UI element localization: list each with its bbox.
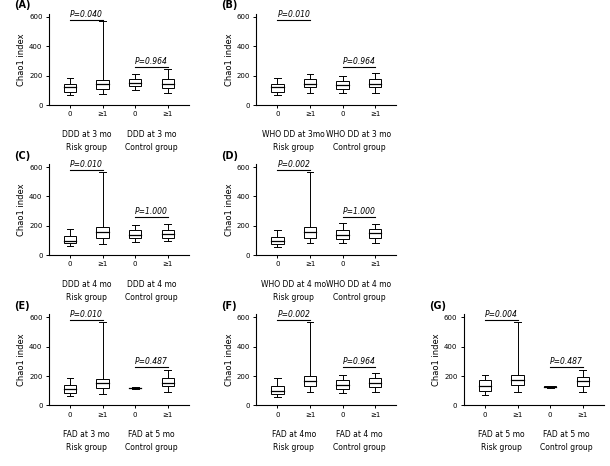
Text: (E): (E): [14, 301, 29, 311]
Text: FAD at 3 mo: FAD at 3 mo: [63, 431, 110, 439]
Text: WHO DD at 4 mo: WHO DD at 4 mo: [261, 280, 326, 289]
Bar: [96, 227, 109, 238]
Text: FAD at 4mo: FAD at 4mo: [271, 431, 316, 439]
Text: Control group: Control group: [332, 143, 386, 151]
Bar: [162, 230, 174, 238]
Text: P=0.964: P=0.964: [342, 57, 375, 66]
Y-axis label: Chao1 index: Chao1 index: [224, 184, 234, 236]
Text: P=1.000: P=1.000: [135, 207, 168, 216]
Text: Control group: Control group: [332, 293, 386, 302]
Text: (C): (C): [14, 151, 30, 161]
Bar: [369, 229, 381, 238]
Bar: [576, 377, 589, 386]
Text: (B): (B): [221, 0, 237, 10]
Y-axis label: Chao1 index: Chao1 index: [224, 33, 234, 86]
Text: P=0.002: P=0.002: [278, 310, 310, 319]
Text: P=0.487: P=0.487: [135, 357, 168, 366]
Text: FAD at 4 mo: FAD at 4 mo: [336, 431, 382, 439]
Text: Risk group: Risk group: [66, 143, 107, 151]
Bar: [271, 237, 284, 244]
Text: DDD at 4 mo: DDD at 4 mo: [62, 280, 111, 289]
Bar: [129, 230, 142, 238]
Text: Risk group: Risk group: [273, 443, 314, 452]
Text: (A): (A): [14, 0, 30, 10]
Y-axis label: Chao1 index: Chao1 index: [17, 33, 26, 86]
Text: WHO DD at 4 mo: WHO DD at 4 mo: [326, 280, 392, 289]
Text: DDD at 3 mo: DDD at 3 mo: [62, 130, 111, 139]
Text: Control group: Control group: [125, 443, 178, 452]
Bar: [64, 236, 76, 243]
Bar: [369, 79, 381, 88]
Text: FAD at 5 mo: FAD at 5 mo: [478, 431, 525, 439]
Text: DDD at 3 mo: DDD at 3 mo: [127, 130, 176, 139]
Text: P=1.000: P=1.000: [342, 207, 375, 216]
Bar: [96, 80, 109, 89]
Text: P=0.010: P=0.010: [278, 10, 310, 19]
Text: (F): (F): [221, 301, 237, 311]
Text: WHO DD at 3 mo: WHO DD at 3 mo: [326, 130, 392, 139]
Text: WHO DD at 3mo: WHO DD at 3mo: [262, 130, 325, 139]
Text: FAD at 5 mo: FAD at 5 mo: [128, 431, 175, 439]
Bar: [304, 376, 316, 386]
Y-axis label: Chao1 index: Chao1 index: [432, 334, 441, 386]
Text: (G): (G): [429, 301, 446, 311]
Bar: [479, 380, 491, 391]
Text: P=0.487: P=0.487: [550, 357, 583, 366]
Text: P=0.964: P=0.964: [135, 57, 168, 66]
Text: (D): (D): [221, 151, 239, 161]
Text: P=0.004: P=0.004: [485, 310, 518, 319]
Text: Risk group: Risk group: [481, 443, 522, 452]
Text: Risk group: Risk group: [273, 143, 314, 151]
Bar: [304, 79, 316, 88]
Bar: [271, 84, 284, 92]
Bar: [304, 226, 316, 238]
Y-axis label: Chao1 index: Chao1 index: [17, 334, 26, 386]
Bar: [511, 375, 524, 385]
Text: Control group: Control group: [332, 443, 386, 452]
Bar: [337, 380, 349, 389]
Text: P=0.010: P=0.010: [70, 160, 102, 169]
Bar: [337, 81, 349, 89]
Text: Control group: Control group: [125, 293, 178, 302]
Text: P=0.040: P=0.040: [70, 10, 102, 19]
Text: P=0.002: P=0.002: [278, 160, 310, 169]
Y-axis label: Chao1 index: Chao1 index: [17, 184, 26, 236]
Bar: [271, 386, 284, 394]
Text: DDD at 4 mo: DDD at 4 mo: [127, 280, 176, 289]
Text: Control group: Control group: [540, 443, 593, 452]
Bar: [162, 79, 174, 88]
Y-axis label: Chao1 index: Chao1 index: [224, 334, 234, 386]
Bar: [64, 84, 76, 92]
Text: P=0.010: P=0.010: [70, 310, 102, 319]
Bar: [64, 385, 76, 393]
Bar: [162, 378, 174, 386]
Text: P=0.964: P=0.964: [342, 357, 375, 366]
Bar: [96, 379, 109, 388]
Bar: [337, 230, 349, 239]
Bar: [129, 79, 142, 86]
Bar: [369, 378, 381, 387]
Text: Risk group: Risk group: [273, 293, 314, 302]
Text: FAD at 5 mo: FAD at 5 mo: [543, 431, 590, 439]
Text: Control group: Control group: [125, 143, 178, 151]
Text: Risk group: Risk group: [66, 443, 107, 452]
Bar: [544, 386, 556, 387]
Text: Risk group: Risk group: [66, 293, 107, 302]
